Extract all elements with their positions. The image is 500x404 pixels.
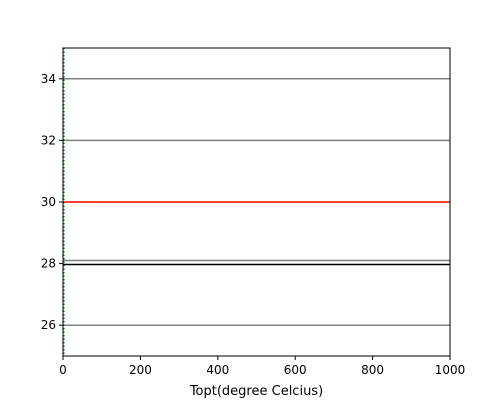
axes: 0 200 400 600 800 1000 26 28 30 32 34 bbox=[41, 47, 466, 377]
x-axis-label: Topt(degree Celcius) bbox=[189, 384, 323, 399]
x-tick-label: 800 bbox=[361, 363, 384, 377]
x-tick-label: 600 bbox=[284, 363, 307, 377]
y-tick-label: 34 bbox=[41, 72, 56, 86]
plot-area bbox=[63, 48, 450, 356]
y-tick-label: 26 bbox=[41, 318, 56, 332]
y-tick-label: 32 bbox=[41, 133, 56, 147]
x-tick-label: 200 bbox=[129, 363, 152, 377]
x-tick-label: 0 bbox=[59, 363, 67, 377]
y-tick-label: 30 bbox=[41, 195, 56, 209]
x-tick-label: 1000 bbox=[435, 363, 466, 377]
x-tick-label: 400 bbox=[206, 363, 229, 377]
y-tick-label: 28 bbox=[41, 257, 56, 271]
